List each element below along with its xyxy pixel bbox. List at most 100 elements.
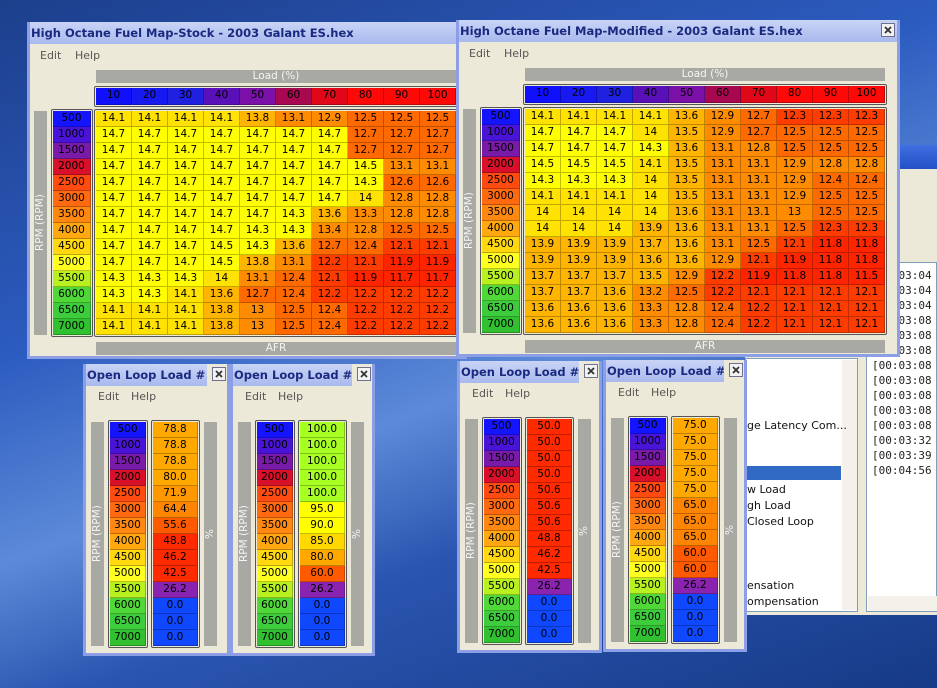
table-cell[interactable]: 12.1 [777, 285, 813, 301]
table-cell[interactable]: 13.6 [669, 237, 705, 253]
table-cell[interactable]: 65.0 [673, 514, 718, 530]
table-cell[interactable]: 13.4 [312, 223, 348, 239]
table-cell[interactable]: 0.0 [153, 630, 198, 646]
table-cell[interactable]: 14.3 [96, 287, 132, 303]
table-cell[interactable]: 13.5 [669, 125, 705, 141]
table-cell[interactable]: 13 [240, 319, 276, 335]
table-cell[interactable]: 0.0 [300, 614, 345, 630]
table-cell[interactable]: 14.1 [132, 319, 168, 335]
table-cell[interactable]: 12.7 [384, 127, 420, 143]
table-cell[interactable]: 13.1 [705, 141, 741, 157]
table-cell[interactable]: 12.6 [420, 175, 456, 191]
table-cell[interactable]: 14.7 [96, 143, 132, 159]
table-cell[interactable]: 13.9 [525, 237, 561, 253]
table-cell[interactable]: 14.5 [597, 157, 633, 173]
table-cell[interactable]: 14.7 [96, 255, 132, 271]
table-cell[interactable]: 50.6 [527, 499, 572, 515]
table-cell[interactable]: 14 [561, 221, 597, 237]
selected-row[interactable] [745, 466, 841, 480]
table-cell[interactable]: 80.0 [153, 470, 198, 486]
table-cell[interactable]: 12.8 [669, 317, 705, 333]
table-cell[interactable]: 42.5 [527, 563, 572, 579]
menu-item[interactable]: Edit [472, 387, 494, 400]
table-cell[interactable]: 12.3 [813, 109, 849, 125]
table-cell[interactable]: 14.7 [96, 223, 132, 239]
table-cell[interactable]: 14.3 [168, 271, 204, 287]
table-cell[interactable]: 12.1 [741, 285, 777, 301]
menu-item[interactable]: Edit [469, 47, 491, 60]
table-cell[interactable]: 14.7 [312, 191, 348, 207]
table-cell[interactable]: 100.0 [300, 486, 345, 502]
table-cell[interactable]: 13.5 [669, 189, 705, 205]
table-cell[interactable]: 12.5 [384, 111, 420, 127]
table-cell[interactable]: 50.6 [527, 483, 572, 499]
table-cell[interactable]: 13.6 [669, 141, 705, 157]
table-cell[interactable]: 14.7 [240, 127, 276, 143]
table-cell[interactable]: 12.9 [669, 269, 705, 285]
table-cell[interactable]: 14.7 [204, 191, 240, 207]
table-cell[interactable]: 14.1 [597, 109, 633, 125]
table-cell[interactable]: 12.2 [705, 285, 741, 301]
table-cell[interactable]: 60.0 [673, 546, 718, 562]
table-cell[interactable]: 14 [525, 221, 561, 237]
table-cell[interactable]: 14.1 [96, 303, 132, 319]
table-cell[interactable]: 75.0 [673, 450, 718, 466]
table-cell[interactable]: 12.4 [705, 301, 741, 317]
table-cell[interactable]: 13.1 [420, 159, 456, 175]
table-cell[interactable]: 14.7 [168, 175, 204, 191]
table-cell[interactable]: 14.5 [525, 157, 561, 173]
table-cell[interactable]: 13.1 [741, 205, 777, 221]
table-cell[interactable]: 14.7 [312, 175, 348, 191]
table-cell[interactable]: 13.6 [525, 317, 561, 333]
table-cell[interactable]: 100.0 [300, 454, 345, 470]
table-cell[interactable]: 100.0 [300, 470, 345, 486]
table-cell[interactable]: 64.4 [153, 502, 198, 518]
table-cell[interactable]: 12.8 [669, 301, 705, 317]
table-cell[interactable]: 12.1 [849, 317, 885, 333]
table-cell[interactable]: 14.1 [561, 189, 597, 205]
table-cell[interactable]: 13.3 [633, 317, 669, 333]
table-cell[interactable]: 14.1 [168, 287, 204, 303]
table-cell[interactable]: 0.0 [673, 610, 718, 626]
table-cell[interactable]: 14.1 [132, 303, 168, 319]
table-cell[interactable]: 11.9 [420, 255, 456, 271]
table-cell[interactable]: 14.7 [168, 239, 204, 255]
close-button[interactable] [729, 363, 743, 377]
table-cell[interactable]: 13.1 [240, 271, 276, 287]
table-cell[interactable]: 13.2 [633, 285, 669, 301]
table-cell[interactable]: 14.3 [348, 175, 384, 191]
table-cell[interactable]: 14.7 [276, 127, 312, 143]
table-cell[interactable]: 13.7 [561, 285, 597, 301]
table-cell[interactable]: 14.7 [204, 175, 240, 191]
table-cell[interactable]: 12.8 [348, 223, 384, 239]
table-cell[interactable]: 12.2 [348, 287, 384, 303]
scrollbar[interactable] [842, 360, 857, 610]
table-cell[interactable]: 13.6 [669, 253, 705, 269]
table-cell[interactable]: 13.6 [633, 253, 669, 269]
table-cell[interactable]: 14.1 [633, 157, 669, 173]
table-cell[interactable]: 12.8 [384, 207, 420, 223]
table-cell[interactable]: 0.0 [527, 627, 572, 643]
table-cell[interactable]: 14.1 [204, 111, 240, 127]
table-cell[interactable]: 12.1 [312, 271, 348, 287]
table-cell[interactable]: 14.7 [312, 159, 348, 175]
table-cell[interactable]: 14.1 [96, 111, 132, 127]
table-cell[interactable]: 13.1 [741, 173, 777, 189]
table-cell[interactable]: 14.3 [132, 271, 168, 287]
table-cell[interactable]: 26.2 [527, 579, 572, 595]
table-cell[interactable]: 14.7 [96, 191, 132, 207]
table-cell[interactable]: 14.1 [168, 303, 204, 319]
table-cell[interactable]: 12.5 [849, 205, 885, 221]
menu-item[interactable]: Help [75, 49, 101, 62]
table-cell[interactable]: 11.8 [777, 269, 813, 285]
table-cell[interactable]: 78.8 [153, 422, 198, 438]
menu-item[interactable]: Help [131, 390, 157, 403]
table-cell[interactable]: 12.5 [777, 141, 813, 157]
table-cell[interactable]: 14.7 [240, 175, 276, 191]
table-cell[interactable]: 14.1 [561, 109, 597, 125]
table-cell[interactable]: 14.7 [312, 143, 348, 159]
table-cell[interactable]: 12.8 [813, 157, 849, 173]
table-cell[interactable]: 11.8 [849, 237, 885, 253]
table-cell[interactable]: 14 [633, 189, 669, 205]
table-cell[interactable]: 12.5 [849, 189, 885, 205]
